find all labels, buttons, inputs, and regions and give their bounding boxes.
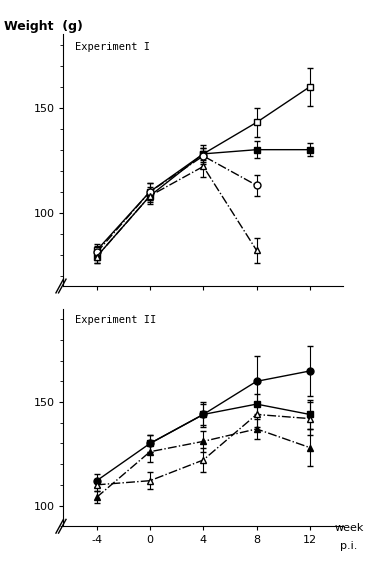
Text: Experiment I: Experiment I (75, 42, 150, 52)
Text: p.i.: p.i. (340, 541, 357, 550)
Text: Weight  (g): Weight (g) (4, 20, 82, 33)
Text: week: week (334, 523, 363, 533)
Text: Experiment II: Experiment II (75, 315, 156, 325)
